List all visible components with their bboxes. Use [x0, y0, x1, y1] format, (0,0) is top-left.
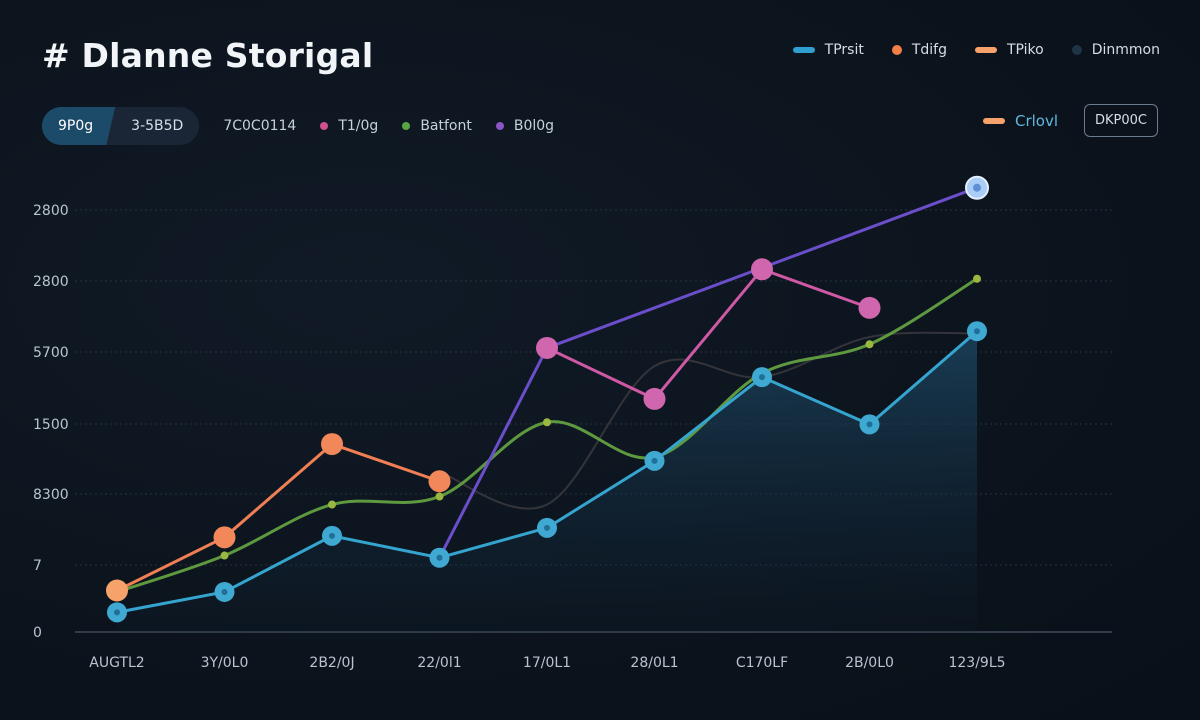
point-green — [220, 551, 229, 560]
legend-label: Tdifg — [911, 42, 947, 58]
point-center-blue — [974, 328, 980, 335]
series-line-magenta — [545, 267, 871, 401]
legend-swatch-icon — [792, 47, 815, 53]
point-orange — [321, 433, 343, 456]
filter-label: Batfont — [420, 118, 472, 134]
legend-label: Dinmmon — [1091, 42, 1160, 58]
filter-label: B0l0g — [513, 118, 555, 134]
x-tick-label: 17/0L1 — [523, 655, 571, 671]
x-tick-label: 2B/0L0 — [845, 655, 894, 671]
legend-dot-icon — [891, 45, 902, 55]
point-center-blue — [114, 609, 120, 616]
point-green — [328, 500, 336, 509]
legend-dot-icon — [1071, 45, 1082, 55]
filter-dot-icon — [320, 122, 329, 130]
toolbar: 9P0g 3-5B5D 7C0C0114 T1/0g Batfont B0l0g — [42, 107, 554, 145]
point-green — [543, 418, 551, 427]
y-tick-label: 2800 — [33, 203, 69, 219]
point-center-blue — [221, 588, 228, 595]
segment-other-button[interactable]: 3-5B5D — [131, 118, 184, 134]
toggle-swatch-icon — [982, 117, 1005, 124]
point-magenta — [643, 387, 666, 410]
series-line-orange — [115, 442, 441, 592]
legend: TPrsit Tdifg TPiko Dinmmon — [792, 42, 1160, 58]
point-orange — [213, 526, 236, 549]
legend-item-dinmmon[interactable]: Dinmmon — [1071, 42, 1160, 58]
x-tick-label: 2B2/0J — [309, 655, 354, 671]
y-tick-label: 2800 — [33, 274, 69, 290]
point-magenta — [536, 336, 558, 359]
toggle-label: Crlovl — [1014, 111, 1058, 130]
point-orange — [106, 579, 128, 602]
chart-controls: Crlovl DKP00C — [982, 104, 1158, 137]
legend-item-tdifg[interactable]: Tdifg — [891, 42, 947, 58]
legend-swatch-icon — [974, 47, 997, 53]
page-title: # Dlanne Storigal — [42, 36, 374, 75]
y-tick-label: 5700 — [33, 345, 69, 361]
filter-batfont[interactable]: Batfont — [402, 118, 472, 134]
point-center-blue — [329, 532, 335, 539]
point-center-blue — [436, 554, 443, 561]
range-segmented-control: 9P0g 3-5B5D — [42, 107, 200, 145]
filter-label: T1/0g — [338, 118, 379, 134]
point-orange — [428, 470, 451, 493]
legend-item-tprsit[interactable]: TPrsit — [792, 42, 864, 58]
filter-t10g[interactable]: T1/0g — [320, 118, 378, 134]
point-center-blue — [866, 421, 873, 428]
filter-dot-icon — [495, 122, 504, 130]
segment-active-button[interactable]: 9P0g — [42, 107, 116, 145]
legend-label: TPrsit — [824, 42, 864, 58]
filter-b0l0g[interactable]: B0l0g — [495, 118, 555, 134]
point-magenta — [858, 296, 881, 319]
point-center-blue — [544, 524, 550, 531]
y-tick-label: 1500 — [33, 417, 69, 433]
point-purple-center — [973, 183, 981, 192]
point-magenta — [751, 258, 773, 281]
point-center-blue — [651, 457, 658, 464]
legend-item-tpiko[interactable]: TPiko — [974, 42, 1044, 58]
x-tick-label: 3Y/0L0 — [201, 655, 249, 671]
x-tick-label: 28/0L1 — [630, 655, 678, 671]
x-tick-label: C170LF — [736, 655, 788, 671]
point-green — [865, 340, 874, 349]
y-tick-label: 8300 — [33, 487, 69, 503]
series-line-green — [115, 277, 979, 594]
x-tick-label: AUGTL2 — [89, 655, 144, 671]
y-tick-label: 7 — [33, 558, 42, 574]
x-tick-label: 22/0l1 — [417, 655, 461, 671]
filter-dot-icon — [402, 122, 411, 130]
x-tick-label: 123/9L5 — [948, 655, 1005, 671]
series-toggle[interactable]: Crlovl — [982, 111, 1058, 130]
export-button[interactable]: DKP00C — [1084, 104, 1158, 137]
point-center-blue — [759, 374, 765, 381]
point-green — [973, 274, 981, 283]
y-tick-label: 0 — [33, 625, 42, 641]
legend-label: TPiko — [1006, 42, 1044, 58]
series-line-faint — [438, 331, 978, 510]
point-green — [435, 492, 444, 501]
filter-plain[interactable]: 7C0C0114 — [223, 118, 297, 134]
area-blue — [117, 331, 977, 632]
